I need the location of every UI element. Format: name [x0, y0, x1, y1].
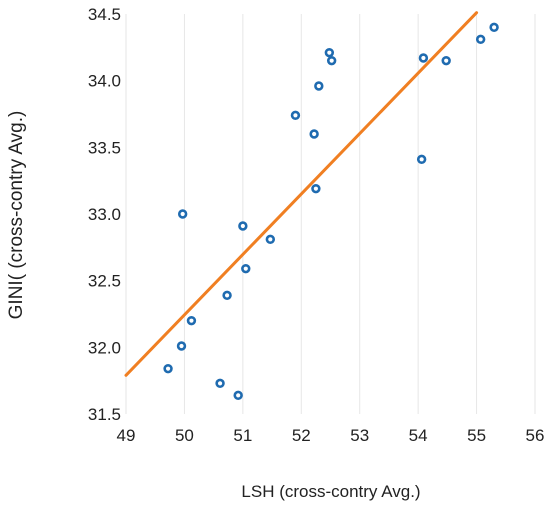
- x-tick-label: 52: [292, 426, 311, 445]
- data-point: [416, 154, 427, 165]
- y-tick-label: 32.5: [88, 272, 121, 291]
- x-tick-label: 49: [117, 426, 136, 445]
- y-tick-label: 31.5: [88, 405, 121, 424]
- data-points: [163, 22, 499, 401]
- data-point: [475, 34, 486, 45]
- y-tick-labels: 31.5 32.0 32.5 33.0 33.5 34.0 34.5: [88, 5, 121, 424]
- data-point: [176, 341, 187, 351]
- data-point: [177, 209, 188, 219]
- data-point: [309, 129, 319, 139]
- trendline: [124, 11, 479, 377]
- trendline-group: [124, 11, 479, 377]
- data-point: [241, 263, 251, 274]
- data-point: [489, 22, 499, 33]
- data-point: [238, 221, 248, 231]
- data-point: [441, 55, 451, 66]
- data-point: [265, 234, 276, 245]
- data-point: [215, 378, 225, 389]
- data-point: [163, 363, 173, 374]
- y-tick-label: 33.5: [88, 138, 121, 157]
- x-tick-label: 54: [409, 426, 428, 445]
- data-point: [222, 290, 232, 301]
- data-point: [314, 81, 324, 91]
- data-point: [326, 55, 337, 66]
- y-axis-label: GINI( (cross-contry Avg.): [6, 111, 27, 320]
- data-point: [290, 110, 301, 121]
- data-point: [418, 53, 429, 63]
- x-tick-label: 56: [526, 426, 545, 445]
- y-tick-label: 34.5: [88, 5, 121, 24]
- x-tick-labels: 49 50 51 52 53 54 55 56: [117, 426, 545, 445]
- y-tick-label: 34.0: [88, 72, 121, 91]
- data-point: [311, 183, 321, 194]
- x-tick-label: 53: [350, 426, 369, 445]
- x-tick-label: 55: [467, 426, 486, 445]
- x-axis-label: LSH (cross-contry Avg.): [241, 482, 420, 501]
- data-point: [186, 315, 197, 326]
- data-point: [233, 390, 243, 401]
- x-tick-label: 51: [233, 426, 252, 445]
- grid-lines: [125, 14, 536, 414]
- data-point: [324, 47, 335, 58]
- y-tick-label: 32.0: [88, 338, 121, 357]
- y-tick-label: 33.0: [88, 205, 121, 224]
- x-tick-label: 50: [175, 426, 194, 445]
